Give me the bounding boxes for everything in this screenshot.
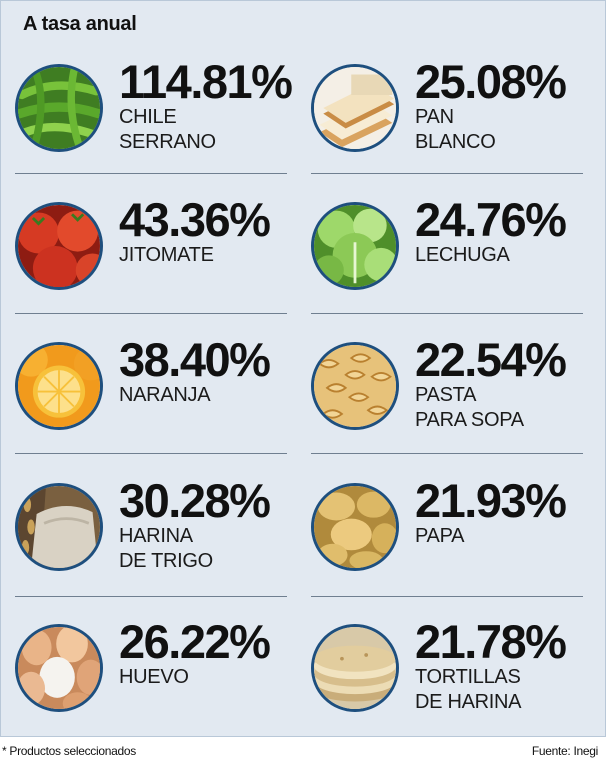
chile-serrano-icon [15,64,103,152]
label-jitomate: JITOMATE [119,244,214,266]
value-huevo: 26.22% [119,615,271,668]
item-lechuga: 24.76% LECHUGA [311,196,601,312]
value-papa: 21.93% [415,474,567,527]
value-chile-serrano: 114.81% [119,55,293,108]
item-tortillas-de-harina: 21.78% TORTILLAS DE HARINA [311,618,601,734]
item-pasta-para-sopa: 22.54% PASTA PARA SOPA [311,336,601,452]
source-credit: Fuente: Inegi [531,744,598,758]
value-naranja: 38.40% [119,333,271,386]
divider [15,453,287,454]
item-jitomate: 43.36% JITOMATE [15,196,305,312]
value-jitomate: 43.36% [119,193,271,246]
value-pasta-para-sopa: 22.54% [415,333,567,386]
value-lechuga: 24.76% [415,193,567,246]
value-harina-de-trigo: 30.28% [119,474,271,527]
label-harina-de-trigo: HARINA DE TRIGO [119,525,213,572]
flour-icon [15,483,103,571]
divider [311,596,583,597]
footnote: * Productos seleccionados [2,744,136,758]
label-huevo: HUEVO [119,666,189,688]
divider [311,313,583,314]
divider [15,596,287,597]
chart-title: A tasa anual [23,13,137,35]
divider [15,313,287,314]
tortilla-icon [311,624,399,712]
label-pasta-para-sopa: PASTA PARA SOPA [415,384,524,431]
divider [15,173,287,174]
divider [311,173,583,174]
potato-icon [311,483,399,571]
pasta-icon [311,342,399,430]
label-tortillas-de-harina: TORTILLAS DE HARINA [415,666,522,713]
label-chile-serrano: CHILE SERRANO [119,106,216,153]
item-harina-de-trigo: 30.28% HARINA DE TRIGO [15,477,305,593]
item-huevo: 26.22% HUEVO [15,618,305,734]
label-papa: PAPA [415,525,465,547]
value-tortillas-de-harina: 21.78% [415,615,567,668]
item-chile-serrano: 114.81% CHILE SERRANO [15,58,305,174]
item-papa: 21.93% PAPA [311,477,601,593]
lettuce-icon [311,202,399,290]
label-naranja: NARANJA [119,384,211,406]
divider [311,453,583,454]
label-lechuga: LECHUGA [415,244,510,266]
orange-icon [15,342,103,430]
label-pan-blanco: PAN BLANCO [415,106,496,153]
item-pan-blanco: 25.08% PAN BLANCO [311,58,601,174]
item-naranja: 38.40% NARANJA [15,336,305,452]
tomato-icon [15,202,103,290]
bread-icon [311,64,399,152]
egg-icon [15,624,103,712]
value-pan-blanco: 25.08% [415,55,567,108]
infographic-panel: A tasa anual 114.81% CHILE SERRANO [0,0,606,737]
